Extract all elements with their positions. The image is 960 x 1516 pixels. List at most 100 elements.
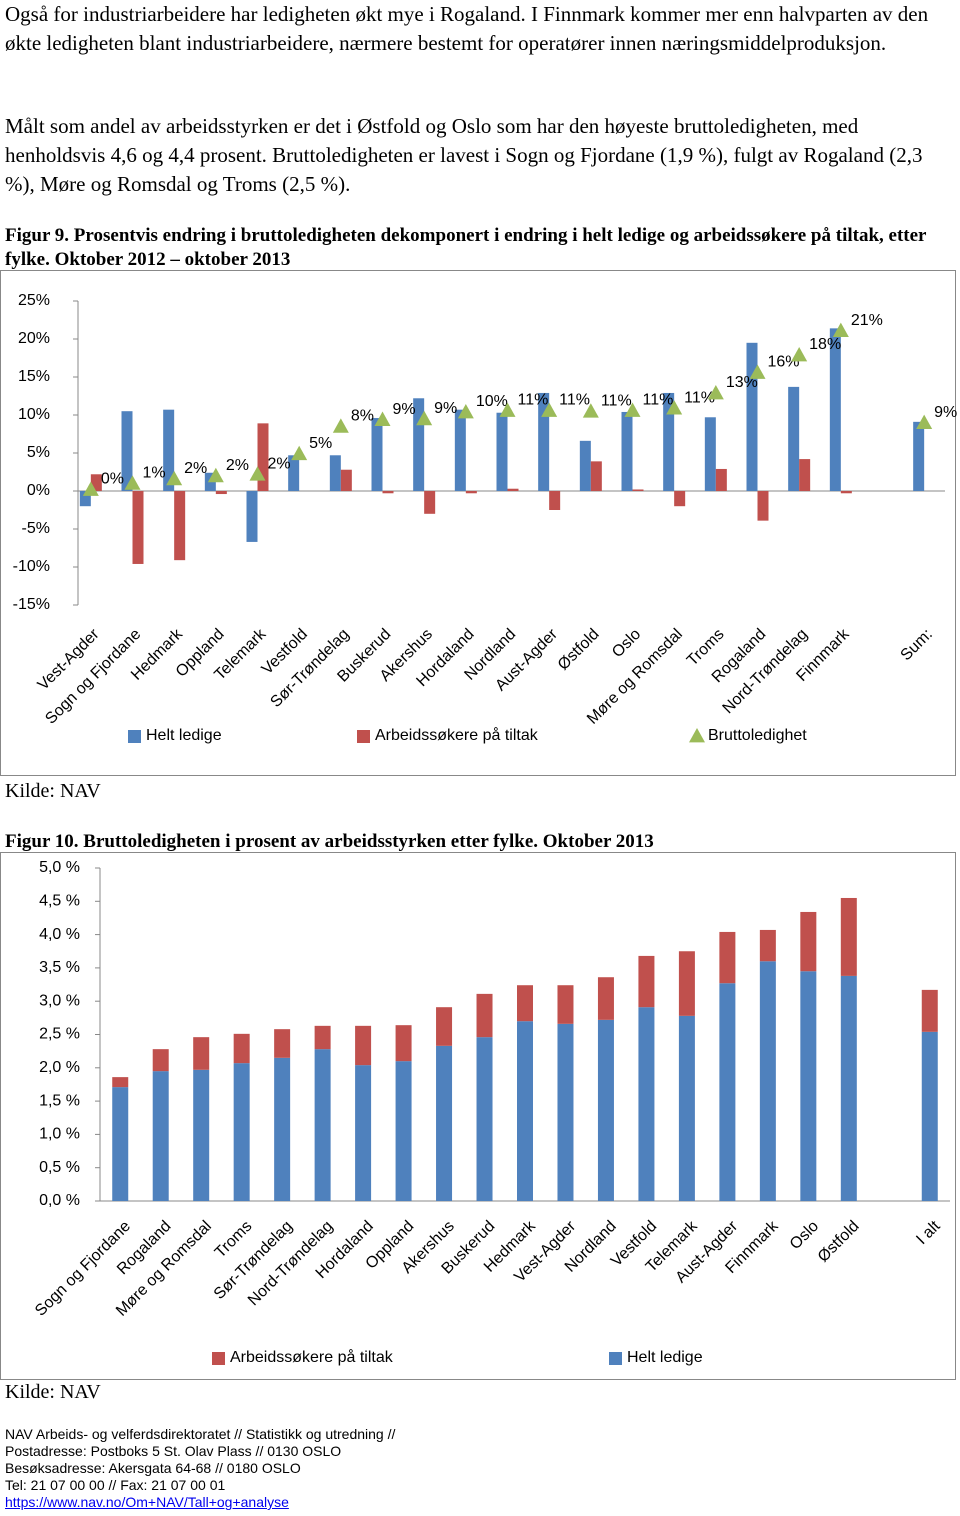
bar-segment [274,1057,291,1201]
marker [624,402,641,417]
bar-segment [112,1087,129,1201]
footer-line: Tel: 21 07 00 00 // Fax: 21 07 00 01 [5,1477,226,1493]
y-tick-label: -15% [13,596,50,613]
bar [507,488,519,491]
bar [174,491,186,561]
marker [832,322,849,338]
bar-segment [517,985,533,1022]
bar-segment [678,1015,695,1201]
figure-caption: Figur 9. Prosentvis endring i bruttoledi… [5,225,927,270]
marker [499,402,516,417]
y-tick-label: 2,5 % [39,1026,80,1043]
legend-label: Helt ledige [146,727,222,744]
bar-segment [719,983,736,1201]
link[interactable]: https://www.nav.no/Om+NAV/Tall+og+analys… [5,1494,289,1510]
marker [457,403,474,419]
y-tick-label: 3,5 % [39,959,80,976]
bar [329,455,341,491]
x-tick-label: Oslo [609,626,644,661]
x-tick-label: I alt [913,1217,944,1248]
y-tick-label: 3,0 % [39,992,80,1009]
bar-segment [921,1031,938,1201]
data-label: 8% [351,408,374,425]
bar-segment [193,1069,210,1201]
paragraph: Også for industriarbeidere har ledighete… [5,2,929,55]
bar [549,491,561,510]
bar-segment [557,985,574,1024]
y-tick-label: 0,0 % [39,1192,80,1209]
bar [913,421,925,491]
bar-segment [840,897,857,976]
bar-segment [355,1065,372,1201]
bar-segment [921,989,938,1032]
y-tick-label: 2,0 % [39,1059,80,1076]
chart-border [0,852,956,1380]
y-tick-label: 0,5 % [39,1159,80,1176]
marker [291,445,308,461]
bar [340,469,352,491]
paragraph: Målt som andel av arbeidsstyrken er det … [5,114,923,196]
y-tick-label: 10% [18,406,50,423]
data-label: 9% [934,404,957,421]
figure-caption: Figur 10. Bruttoledigheten i prosent av … [5,831,654,852]
marker [749,364,766,379]
marker [416,410,433,426]
bar-segment [678,951,695,1016]
bar [757,491,769,521]
bar-segment [759,961,776,1201]
chart: 25%20%15%10%5%0%-5%-10%-15%Vest-AgderSog… [0,270,957,776]
bar [257,423,269,491]
data-label: 11% [601,392,632,409]
bar-segment [800,911,817,972]
bar [371,418,383,491]
bar-segment [638,1007,655,1201]
legend-swatch [212,1352,225,1365]
footer-line: Postadresse: Postboks 5 St. Olav Plass /… [5,1443,342,1459]
bar-segment [233,1063,250,1201]
bar [632,489,644,491]
marker [332,418,349,433]
marker [207,467,224,483]
y-tick-label: 20% [18,330,50,347]
bar [465,491,477,494]
bar [454,409,466,491]
bar-segment [436,1007,453,1046]
x-tick-label: Østfold [555,626,603,674]
source: Kilde: NAV [5,780,101,802]
chart-border [0,270,956,776]
bar-segment [193,1037,210,1070]
bar-segment [597,977,614,1020]
bar [799,459,811,491]
bar-segment [355,1025,372,1066]
bar [246,491,258,542]
bar-segment [597,1019,614,1201]
bar-segment [233,1033,250,1064]
bar [413,398,425,491]
marker [791,346,808,362]
bar-segment [152,1049,169,1072]
bar [424,491,436,514]
legend-swatch [609,1352,622,1365]
bar-segment [638,955,655,1008]
marker [541,402,558,417]
data-label: 1% [143,465,166,482]
bar-segment [517,1021,533,1201]
bar [579,440,591,491]
data-label: 11% [518,392,549,409]
bar [79,491,91,507]
bar-segment [395,1061,412,1201]
x-tick-label: Oslo [787,1218,822,1253]
data-label: 9% [393,401,416,418]
bar [90,474,102,491]
bar [163,409,175,491]
data-label: 11% [684,389,715,406]
bar [840,491,852,494]
marker [374,411,391,426]
marker [82,481,99,496]
footer-line: Besøksadresse: Akersgata 64-68 // 0180 O… [5,1460,301,1476]
marker [582,403,599,418]
bar [704,417,716,491]
bar [121,411,133,491]
data-label: 2% [268,455,291,472]
